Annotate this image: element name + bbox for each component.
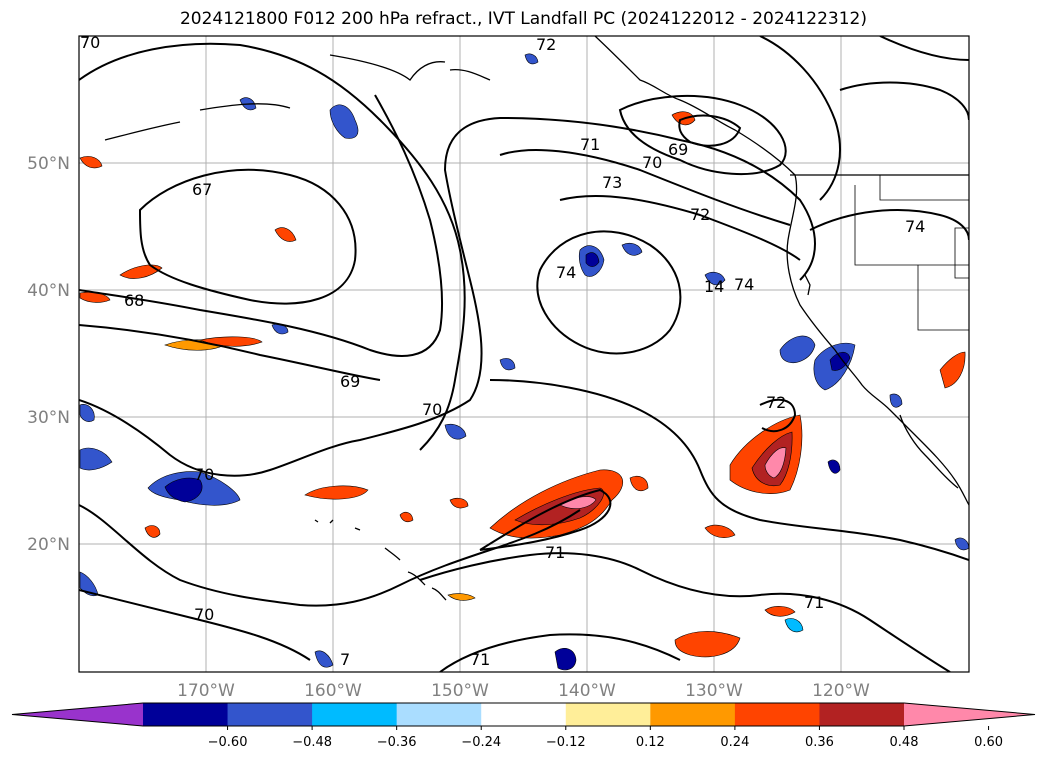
lat-tick-label: 40°N	[27, 281, 70, 301]
colorbar-extend-high	[904, 703, 1035, 726]
contour-label: 7	[340, 650, 350, 669]
contour-label: 69	[340, 372, 360, 391]
contour-labels: 70 72 67 71 70 69 73 72 74 68 69 70 74 1…	[80, 33, 925, 669]
contour-label: 70	[642, 153, 662, 172]
colorbar-tick-label: −0.12	[546, 735, 586, 750]
colorbar-tick-label: 0.48	[890, 735, 919, 750]
colorbar-extend-low	[12, 703, 143, 726]
contour-label: 73	[602, 173, 622, 192]
lat-tick-label: 30°N	[27, 408, 70, 428]
colorbar-tick-label: 0.24	[720, 735, 749, 750]
contour-label: 71	[804, 593, 824, 612]
contour-label: 70	[194, 465, 214, 484]
colorbar-tick-label: 0.60	[974, 735, 1003, 750]
colorbar-tick-label: −0.60	[208, 735, 248, 750]
longitude-labels: 170°W 160°W 150°W 140°W 130°W 120°W	[177, 681, 870, 701]
colorbar-segment	[396, 703, 482, 726]
lon-tick-label: 140°W	[558, 681, 616, 701]
colorbar-tick-label: 0.36	[805, 735, 834, 750]
lat-tick-label: 50°N	[27, 154, 70, 174]
colorbar-tick-label: 0.12	[636, 735, 665, 750]
lon-tick-label: 150°W	[431, 681, 489, 701]
colorbar-tick-label: −0.36	[377, 735, 417, 750]
contour-label: 70	[194, 605, 214, 624]
lon-tick-label: 170°W	[177, 681, 235, 701]
colorbar-segment	[565, 703, 651, 726]
contour-label: 67	[192, 180, 212, 199]
colorbar-tick-label: −0.48	[292, 735, 332, 750]
contour-label: 71	[545, 543, 565, 562]
map-content: 70 72 67 71 70 69 73 72 74 68 69 70 74 1…	[79, 33, 969, 672]
lat-tick-label: 20°N	[27, 535, 70, 555]
contour-label: 72	[766, 393, 786, 412]
contour-label: 71	[470, 650, 490, 669]
latitude-labels: 50°N 40°N 30°N 20°N	[27, 154, 70, 555]
map-frame	[78, 35, 970, 673]
land-areas	[104, 36, 969, 601]
contour-label: 14	[704, 277, 724, 296]
colorbar-segment	[734, 703, 820, 726]
colorbar-outline	[11, 702, 1036, 727]
map-title: 2024121800 F012 200 hPa refract., IVT La…	[179, 9, 867, 29]
contour-label: 68	[124, 291, 144, 310]
contour-label: 74	[734, 275, 754, 294]
colorbar-segment	[819, 703, 905, 726]
contour-label: 74	[556, 263, 576, 282]
contour-label: 72	[690, 205, 710, 224]
colorbar-segment	[481, 703, 567, 726]
colorbar-tick-label: −0.24	[461, 735, 501, 750]
colorbar-segment	[650, 703, 736, 726]
contour-label: 74	[905, 217, 925, 236]
contour-label: 71	[580, 135, 600, 154]
colorbar-segment	[143, 703, 229, 726]
contour-label: 70	[422, 400, 442, 419]
colorbar: −0.60 −0.48 −0.36 −0.24 −0.12 0.12 0.24 0.36 0.4…	[11, 702, 1036, 750]
contour-label: 70	[80, 33, 100, 52]
contour-label: 69	[668, 140, 688, 159]
colorbar-segment	[227, 703, 313, 726]
colorbar-segment	[312, 703, 398, 726]
lon-tick-label: 160°W	[304, 681, 362, 701]
lon-tick-label: 120°W	[812, 681, 870, 701]
shaded-anomalies	[79, 53, 969, 671]
lon-tick-label: 130°W	[685, 681, 743, 701]
refractivity-contours	[79, 36, 969, 672]
contour-label: 72	[536, 35, 556, 54]
